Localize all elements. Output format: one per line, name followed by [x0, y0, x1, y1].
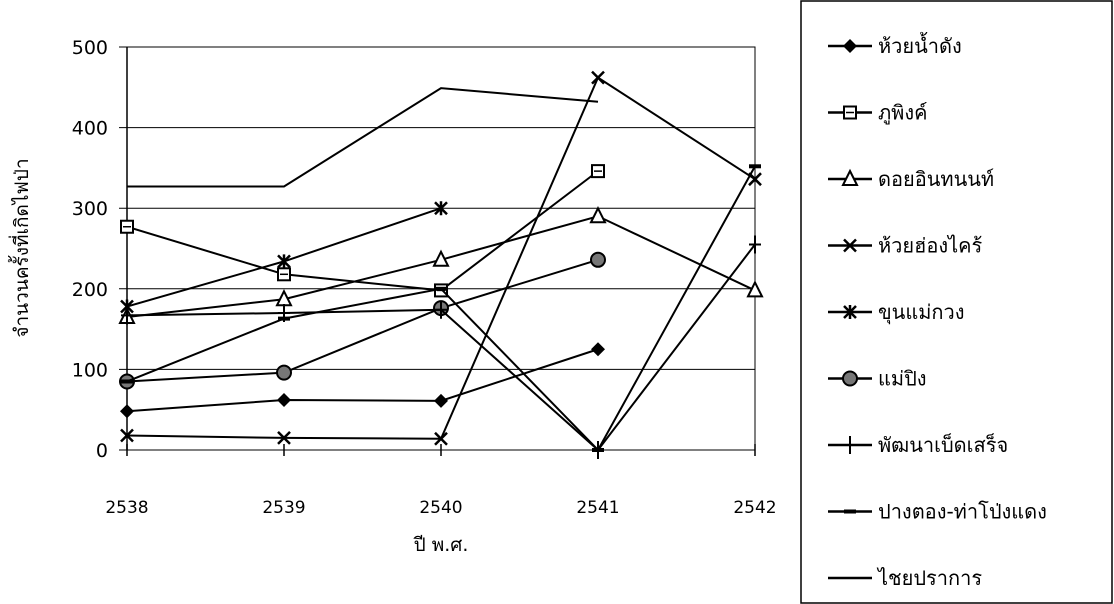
- legend-entry: ขุนแม่กวง: [828, 300, 965, 325]
- data-point: [590, 251, 606, 268]
- y-tick-label: 400: [72, 118, 108, 140]
- legend-entry: ภูพิงค์: [828, 101, 928, 126]
- legend-label: ห้วยน้ำดัง: [878, 32, 962, 58]
- x-tick-label: 2542: [733, 498, 776, 518]
- y-tick-label: 100: [72, 359, 108, 381]
- series-group: [118, 70, 764, 459]
- data-point: [434, 431, 448, 446]
- legend-label: ดอยอินทนนท์: [878, 167, 994, 191]
- legend-marker: [842, 370, 858, 387]
- data-point: [121, 306, 133, 325]
- data-point: [591, 342, 605, 357]
- data-point: [277, 393, 291, 408]
- data-point: [746, 280, 764, 298]
- series-line: [126, 258, 599, 383]
- data-point: [435, 286, 447, 291]
- legend-label: แม่ปิง: [878, 367, 927, 391]
- series-line: [127, 87, 599, 188]
- data-point: [434, 201, 448, 216]
- legend-entry: พัฒนาเบ็ดเสร็จ: [828, 432, 1008, 457]
- legend-entry: ดอยอินทนนท์: [828, 167, 994, 191]
- x-tick-label: 2538: [105, 498, 148, 518]
- legend-marker: [843, 305, 857, 319]
- legend-label: ปางตอง-ท่าโป่งแดง: [878, 500, 1047, 524]
- series-line: [126, 348, 599, 413]
- legend-marker: [841, 168, 859, 186]
- legend-label: ภูพิงค์: [878, 101, 928, 126]
- series-4: [120, 70, 762, 446]
- x-tick-label: 2539: [262, 498, 305, 518]
- x-tick-label: 2541: [576, 498, 619, 518]
- series-1: [120, 342, 605, 419]
- legend-label: ขุนแม่กวง: [878, 300, 965, 325]
- data-point: [432, 249, 450, 267]
- data-point: [277, 431, 291, 445]
- series-line: [126, 170, 599, 292]
- y-axis-tick-labels: 0 100 200 300 400 500: [72, 37, 108, 462]
- legend-items: ห้วยน้ำดังภูพิงค์ดอยอินทนนท์ห้วยฮ่องไคร้…: [828, 32, 1047, 590]
- data-point: [749, 164, 761, 169]
- data-point: [435, 300, 447, 319]
- data-point: [591, 70, 605, 85]
- legend-marker: [844, 436, 856, 454]
- x-tick-label: 2540: [419, 498, 462, 518]
- y-tick-label: 200: [72, 279, 108, 301]
- legend-marker: [843, 238, 857, 253]
- y-axis-title: จำนวนครั้งที่เกิดไฟป่า: [8, 158, 33, 337]
- legend-entry: ปางตอง-ท่าโป่งแดง: [828, 500, 1047, 524]
- data-point: [592, 448, 604, 452]
- legend-label: ไชยปราการ: [876, 566, 982, 590]
- legend-entry: แม่ปิง: [828, 367, 927, 391]
- legend-entry: ห้วยน้ำดัง: [828, 32, 962, 58]
- data-point: [749, 235, 761, 254]
- y-tick-label: 500: [72, 37, 108, 59]
- data-point: [120, 404, 134, 419]
- legend-label: ห้วยฮ่องไคร้: [878, 234, 983, 258]
- legend-entry: ไชยปราการ: [828, 566, 982, 590]
- data-point: [278, 316, 290, 321]
- legend-entry: ห้วยฮ่องไคร้: [828, 234, 983, 258]
- data-point: [276, 364, 292, 381]
- plot-area: [126, 46, 756, 451]
- series-8: [121, 164, 761, 452]
- legend-marker: [844, 509, 856, 514]
- data-point: [120, 428, 134, 443]
- data-point: [589, 206, 607, 224]
- data-point: [277, 254, 291, 269]
- x-axis-title: ปี พ.ศ.: [413, 534, 469, 556]
- data-point: [121, 379, 133, 384]
- y-tick-label: 300: [72, 198, 108, 220]
- series-7: [121, 235, 761, 459]
- legend-marker: [843, 39, 857, 53]
- x-axis-tick-labels: 2538 2539 2540 2541 2542: [105, 498, 776, 518]
- legend: [800, 0, 1113, 604]
- series-9: [127, 87, 599, 188]
- data-point: [434, 393, 448, 408]
- y-tick-label: 0: [96, 440, 108, 462]
- legend-label: พัฒนาเบ็ดเสร็จ: [878, 432, 1008, 457]
